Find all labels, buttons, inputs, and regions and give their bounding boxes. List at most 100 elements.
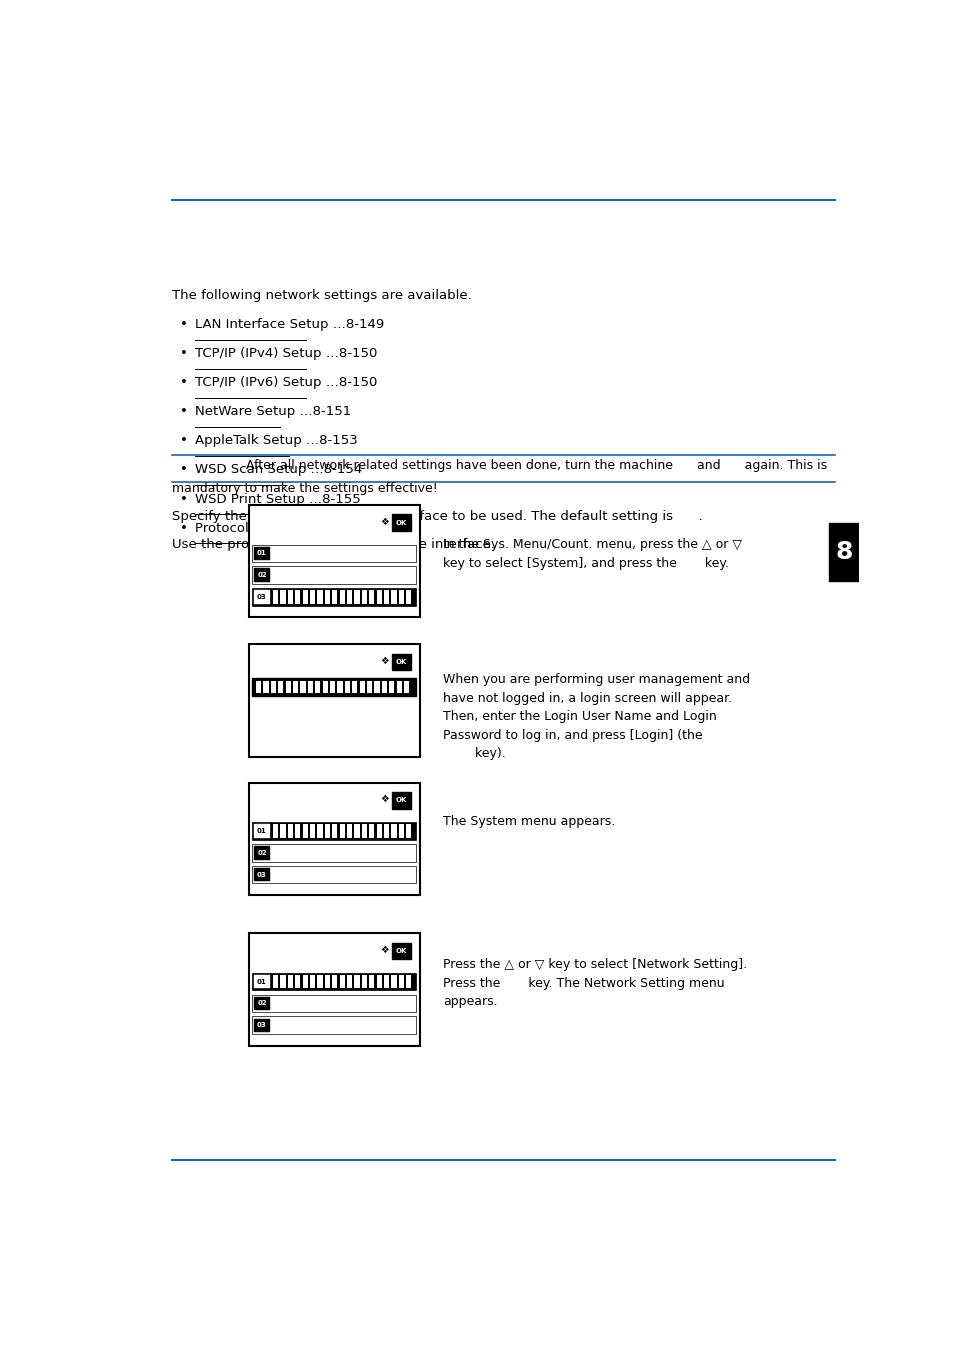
Bar <box>406 590 411 603</box>
Bar <box>294 824 300 837</box>
Bar <box>302 824 308 837</box>
Bar <box>391 824 396 837</box>
Bar <box>252 865 416 883</box>
Bar <box>273 824 278 837</box>
Bar <box>403 680 409 693</box>
Bar <box>288 590 293 603</box>
Bar <box>361 975 367 988</box>
Bar <box>398 824 403 837</box>
Text: When you are performing user management and
have not logged in, a login screen w: When you are performing user management … <box>442 674 749 760</box>
Bar <box>310 975 314 988</box>
Bar <box>332 590 337 603</box>
Bar <box>383 975 389 988</box>
Bar <box>406 975 411 988</box>
Bar <box>308 680 313 693</box>
Bar <box>330 680 335 693</box>
Text: 01: 01 <box>256 551 267 556</box>
Bar <box>396 680 401 693</box>
Text: After all network related settings have been done, turn the machine      and    : After all network related settings have … <box>246 459 826 472</box>
Text: TCP/IP (IPv6) Setup …8-150: TCP/IP (IPv6) Setup …8-150 <box>194 377 376 389</box>
Bar <box>302 590 308 603</box>
Bar <box>344 680 350 693</box>
Bar <box>332 824 337 837</box>
Bar <box>354 975 359 988</box>
Bar <box>249 644 419 756</box>
Bar <box>302 975 308 988</box>
Bar <box>253 975 270 988</box>
Text: •: • <box>180 347 188 360</box>
Text: The following network settings are available.: The following network settings are avail… <box>172 289 472 302</box>
Text: TCP/IP (IPv4) Setup …8-150: TCP/IP (IPv4) Setup …8-150 <box>194 347 376 360</box>
Bar <box>347 824 352 837</box>
Text: ❖: ❖ <box>380 517 389 526</box>
Bar <box>398 590 403 603</box>
Bar <box>271 680 275 693</box>
Text: •: • <box>180 493 188 505</box>
Bar <box>383 590 389 603</box>
Bar <box>392 792 411 809</box>
Bar <box>406 824 411 837</box>
Bar <box>280 975 285 988</box>
Bar <box>369 824 374 837</box>
Text: •: • <box>180 377 188 389</box>
Bar <box>381 680 387 693</box>
Bar <box>253 824 270 837</box>
Bar <box>337 680 342 693</box>
Bar <box>398 975 403 988</box>
Bar <box>310 590 314 603</box>
Bar <box>252 822 416 840</box>
Bar <box>317 590 322 603</box>
Text: 01: 01 <box>256 828 267 834</box>
Text: •: • <box>180 319 188 331</box>
Bar <box>252 678 416 697</box>
Bar <box>252 995 416 1012</box>
Text: 02: 02 <box>257 572 267 578</box>
Bar <box>376 824 381 837</box>
Bar <box>253 568 270 582</box>
Bar <box>293 680 298 693</box>
Bar <box>252 973 416 991</box>
Bar <box>263 680 269 693</box>
Text: •: • <box>180 435 188 447</box>
Bar <box>354 824 359 837</box>
Text: •: • <box>180 463 188 477</box>
Bar <box>369 590 374 603</box>
Text: ❖: ❖ <box>380 794 389 805</box>
Bar <box>294 590 300 603</box>
Bar <box>392 942 411 960</box>
Bar <box>347 590 352 603</box>
Text: In the Sys. Menu/Count. menu, press the △ or ▽
key to select [System], and press: In the Sys. Menu/Count. menu, press the … <box>442 539 741 570</box>
Bar <box>273 590 278 603</box>
Text: 03: 03 <box>256 594 267 599</box>
Bar <box>253 868 270 882</box>
Bar <box>391 590 396 603</box>
Bar <box>294 975 300 988</box>
Bar <box>249 505 419 617</box>
Bar <box>322 680 328 693</box>
Bar <box>347 975 352 988</box>
Bar <box>253 1018 270 1031</box>
Text: 8: 8 <box>834 540 852 564</box>
Text: •: • <box>180 521 188 535</box>
Bar <box>285 680 291 693</box>
Bar <box>253 547 270 560</box>
Text: The System menu appears.: The System menu appears. <box>442 815 615 828</box>
Bar <box>249 783 419 895</box>
Text: Specify the settings for the LAN interface to be used. The default setting is   : Specify the settings for the LAN interfa… <box>172 510 702 524</box>
Bar <box>392 653 411 671</box>
Bar <box>280 590 285 603</box>
Bar <box>317 824 322 837</box>
Bar <box>361 824 367 837</box>
Bar <box>300 680 305 693</box>
Text: OK: OK <box>395 659 407 666</box>
Text: WSD Scan Setup …8-154: WSD Scan Setup …8-154 <box>194 463 361 477</box>
Bar <box>339 824 344 837</box>
Bar <box>252 844 416 861</box>
Bar <box>324 590 330 603</box>
Bar <box>367 680 372 693</box>
Bar <box>376 590 381 603</box>
Bar <box>278 680 283 693</box>
Bar <box>352 680 357 693</box>
Text: Use the procedure below to select the interface.: Use the procedure below to select the in… <box>172 539 495 551</box>
Bar <box>288 824 293 837</box>
